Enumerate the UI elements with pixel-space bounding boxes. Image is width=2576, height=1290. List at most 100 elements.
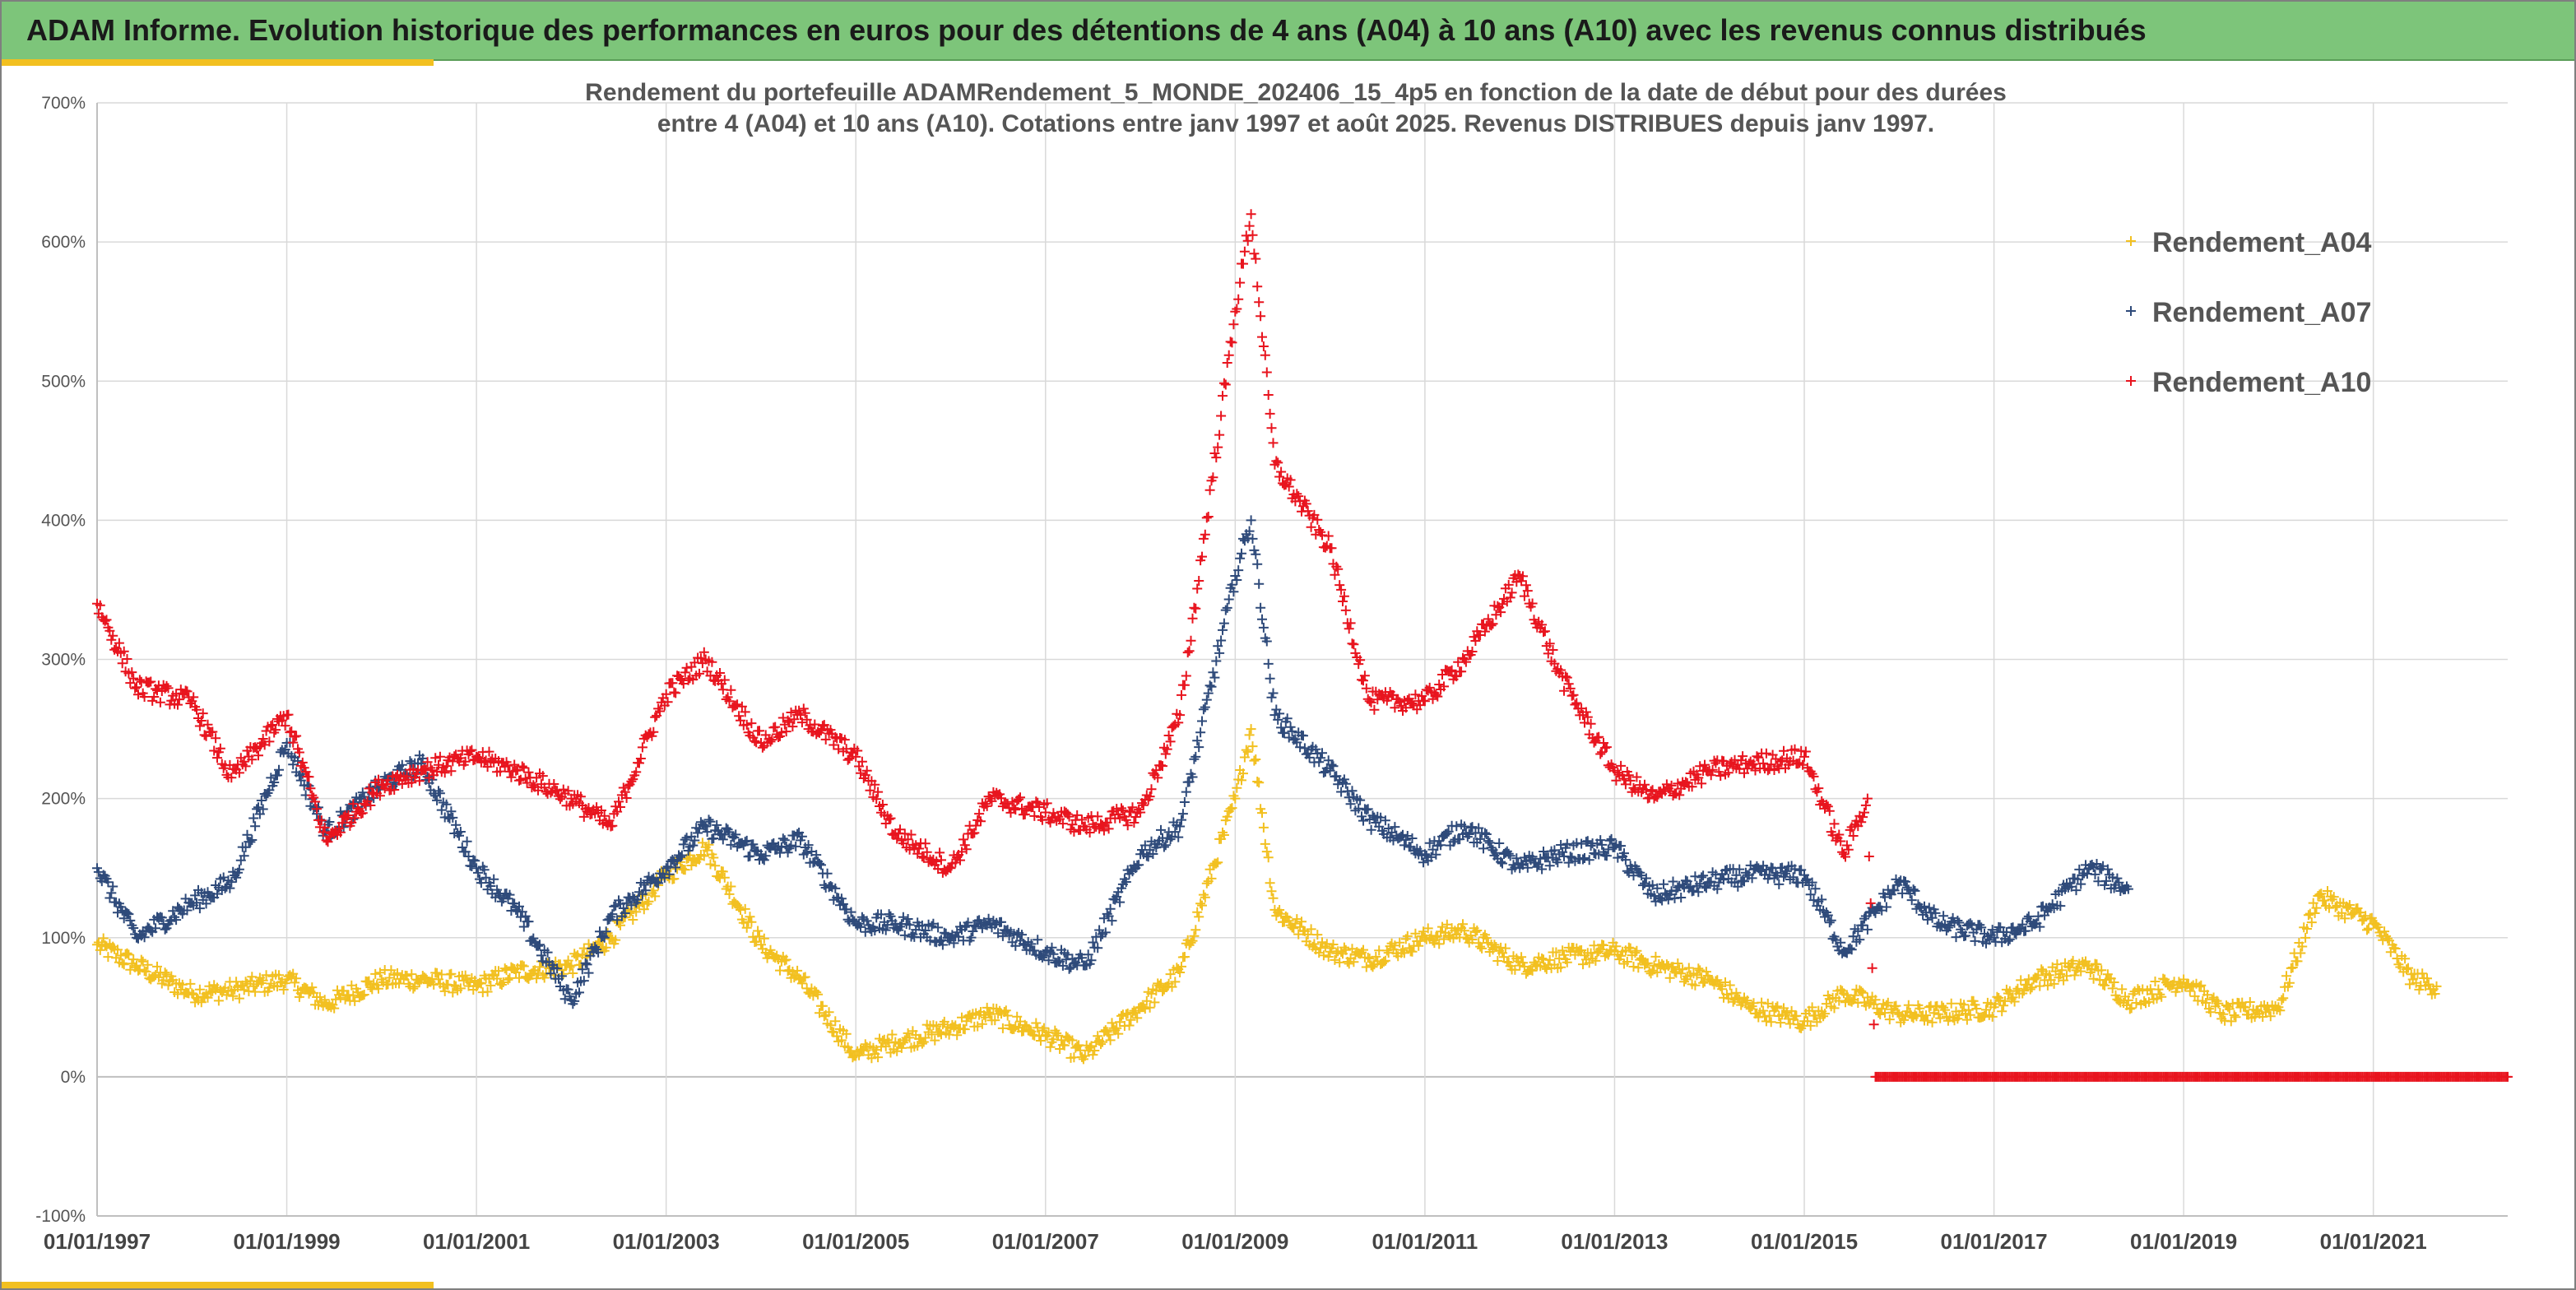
data-point — [1302, 929, 1313, 940]
data-point — [638, 904, 649, 915]
data-point — [1339, 591, 1349, 601]
data-point — [494, 766, 505, 777]
data-point — [114, 638, 124, 648]
data-point — [223, 772, 234, 782]
data-point — [2101, 875, 2111, 886]
data-point — [1822, 801, 1833, 812]
data-point — [364, 976, 374, 986]
data-point — [604, 914, 615, 925]
data-point — [1987, 1011, 1998, 1022]
data-point — [492, 973, 503, 984]
data-point — [885, 911, 896, 921]
data-point — [681, 833, 692, 843]
data-point — [215, 743, 225, 754]
data-point — [966, 932, 977, 943]
data-point — [2422, 973, 2432, 984]
data-point — [536, 950, 546, 961]
data-point — [899, 828, 910, 839]
data-point — [1206, 681, 1217, 692]
data-point — [1088, 937, 1098, 948]
data-point — [2184, 986, 2195, 996]
data-point — [1908, 884, 1919, 895]
data-point — [917, 1038, 927, 1049]
data-point — [1601, 851, 1612, 861]
data-point — [1167, 981, 1177, 992]
data-point — [1997, 1006, 2007, 1017]
data-point — [1083, 949, 1093, 960]
data-point — [1339, 774, 1349, 785]
data-point — [1328, 940, 1339, 949]
data-point — [274, 970, 284, 981]
data-point — [1649, 960, 1659, 971]
data-point — [1204, 485, 1215, 495]
data-point — [448, 812, 458, 823]
data-point — [642, 898, 652, 909]
data-point — [1780, 868, 1790, 879]
data-point — [1390, 703, 1400, 713]
data-point — [256, 796, 267, 805]
data-point — [1268, 893, 1279, 903]
data-point — [1673, 778, 1683, 789]
data-point — [1232, 575, 1242, 585]
data-point — [1134, 860, 1144, 870]
data-point — [1537, 619, 1548, 630]
data-point — [1456, 666, 1467, 677]
data-point — [1134, 804, 1144, 814]
data-point — [1492, 956, 1503, 966]
data-point — [1369, 704, 1380, 715]
data-point — [1173, 832, 1184, 842]
data-point — [1544, 861, 1555, 871]
data-point — [1483, 614, 1493, 624]
data-point — [1690, 871, 1701, 882]
data-point — [2003, 935, 2013, 946]
data-point — [451, 981, 462, 991]
data-point — [803, 840, 814, 851]
data-point — [662, 697, 673, 708]
data-point — [305, 783, 316, 794]
data-point — [1326, 543, 1337, 554]
data-point — [1247, 741, 1258, 752]
data-point — [732, 699, 743, 710]
data-point — [1179, 797, 1190, 807]
x-tick-label: 01/01/2019 — [2130, 1229, 2237, 1254]
data-point — [549, 779, 559, 789]
data-point — [482, 762, 493, 773]
data-point — [1875, 1009, 1886, 1019]
y-tick-label: 600% — [41, 233, 86, 252]
data-point — [533, 940, 543, 951]
data-point — [1848, 931, 1859, 942]
data-point — [329, 1003, 340, 1014]
data-point — [1549, 845, 1560, 856]
data-point — [1559, 685, 1569, 696]
data-point — [1251, 754, 1261, 764]
data-point — [694, 668, 704, 679]
data-point — [1172, 963, 1182, 973]
data-point — [2215, 1008, 2226, 1018]
data-point — [182, 686, 193, 697]
data-point — [781, 954, 791, 965]
data-point — [223, 875, 234, 886]
data-point — [903, 914, 913, 924]
data-point — [2023, 911, 2034, 921]
data-point — [485, 881, 496, 891]
header-title: ADAM Informe. Evolution historique des p… — [26, 13, 2147, 47]
data-point — [1940, 1005, 1950, 1015]
data-point — [952, 1030, 963, 1041]
data-point — [1415, 935, 1426, 946]
data-point — [626, 900, 637, 911]
data-point — [1772, 870, 1783, 881]
data-point — [1580, 707, 1591, 717]
data-point — [1302, 506, 1313, 517]
data-point — [1860, 800, 1871, 810]
data-point — [2052, 959, 2063, 970]
legend-label: Rendement_A10 — [2152, 367, 2371, 398]
data-point — [699, 820, 709, 831]
data-point — [693, 828, 703, 838]
data-point — [1906, 895, 1917, 906]
data-point — [239, 756, 249, 767]
data-point — [1599, 940, 1608, 950]
data-point — [460, 756, 471, 767]
data-point — [213, 995, 224, 1006]
data-point — [1611, 941, 1622, 952]
data-point — [103, 952, 114, 963]
